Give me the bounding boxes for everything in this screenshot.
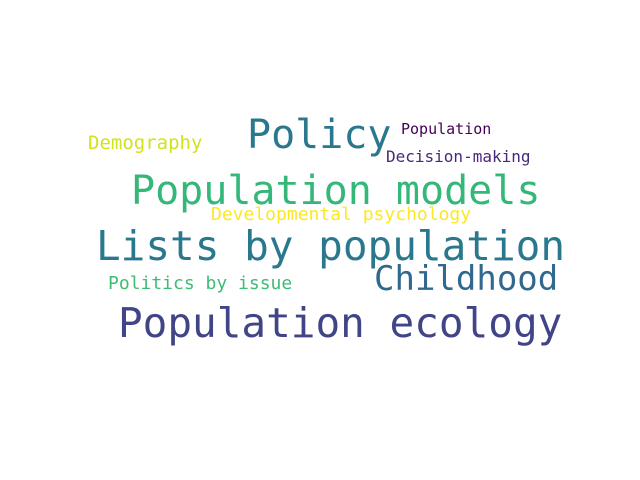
word-population: Population <box>401 120 492 138</box>
word-decision-making: Decision-making <box>386 147 531 166</box>
word-population-models: Population models <box>131 168 541 214</box>
word-developmental-psychology: Developmental psychology <box>211 204 472 225</box>
word-population-ecology: Population ecology <box>118 299 563 347</box>
word-politics-by-issue: Politics by issue <box>108 273 293 294</box>
word-policy: Policy <box>247 112 392 158</box>
word-demography: Demography <box>88 132 203 154</box>
word-lists-by-population: Lists by population <box>96 222 565 270</box>
word-childhood: Childhood <box>374 259 559 299</box>
